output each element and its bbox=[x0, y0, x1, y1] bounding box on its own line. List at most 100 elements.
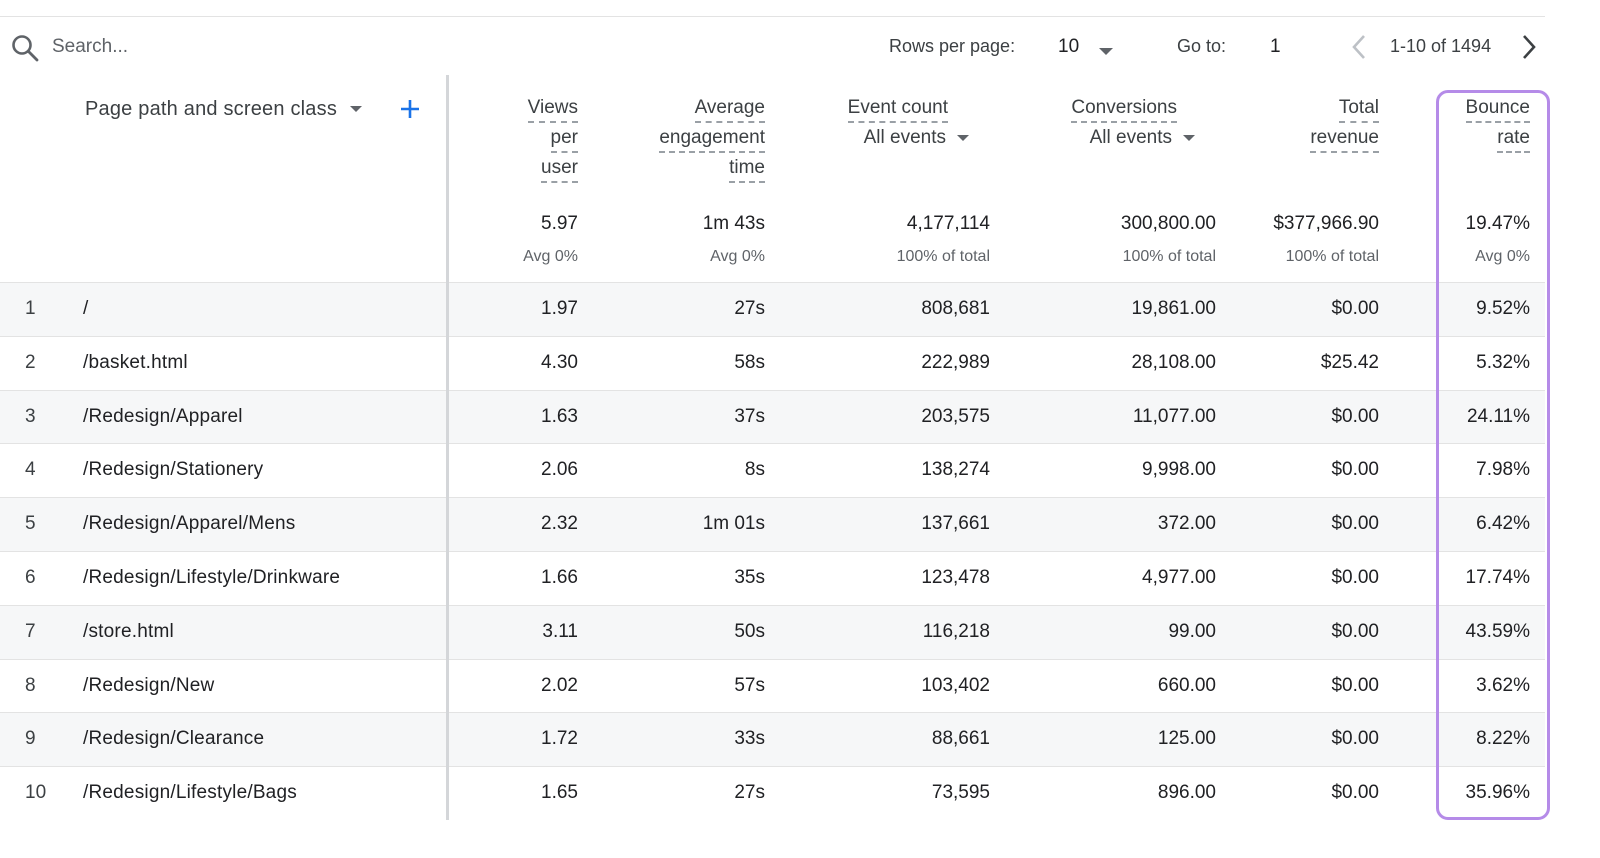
views-cell: 2.02 bbox=[541, 674, 578, 696]
col-header-text: Conversions bbox=[1071, 95, 1177, 123]
bounce-cell: 9.52% bbox=[1476, 298, 1530, 319]
col-header-event-count[interactable]: Event count All events bbox=[847, 93, 970, 153]
table-row[interactable]: 7/store.html 3.11 50s 116,218 99.00 $0.00 43.5… bbox=[0, 604, 1545, 659]
page-path-cell[interactable]: /Redesign/Lifestyle/Bags bbox=[83, 782, 297, 804]
views-cell: 1.72 bbox=[541, 728, 578, 750]
col-header-text: Total bbox=[1338, 95, 1379, 123]
bounce-cell: 43.59% bbox=[1465, 620, 1530, 642]
table-row[interactable]: 4/Redesign/Stationery 2.06 8s 138,274 9,998.… bbox=[0, 443, 1545, 497]
page-path-cell[interactable]: /Redesign/New bbox=[83, 674, 215, 696]
row-index: 6 bbox=[25, 566, 36, 588]
engagement-cell: 58s bbox=[734, 351, 765, 373]
event-filter-dropdown[interactable]: All events bbox=[864, 123, 970, 153]
row-index: 7 bbox=[25, 620, 36, 642]
col-header-avg-engagement[interactable]: Average engagement time bbox=[659, 93, 765, 183]
page-path-cell[interactable]: /Redesign/Stationery bbox=[83, 459, 264, 481]
col-header-text: Average bbox=[694, 95, 765, 123]
events-cell: 116,218 bbox=[922, 620, 990, 642]
conversions-cell: 99.00 bbox=[1168, 620, 1216, 642]
total-event-count: 4,177,114 bbox=[906, 213, 990, 234]
engagement-cell: 27s bbox=[734, 782, 765, 804]
col-header-conversions[interactable]: Conversions All events bbox=[1071, 93, 1196, 153]
dropdown-label: All events bbox=[863, 127, 946, 148]
col-header-text: Bounce bbox=[1465, 95, 1530, 123]
bounce-cell: 6.42% bbox=[1476, 513, 1530, 535]
caret-down-icon bbox=[1098, 44, 1114, 62]
rows-per-page-select[interactable]: 10 bbox=[1050, 31, 1120, 63]
page-path-cell[interactable]: /store.html bbox=[83, 620, 174, 642]
conversions-cell: 4,977.00 bbox=[1142, 566, 1216, 588]
table-body: 1 / 1.97 27s 808,681 19,861.00 $0.00 9.52% 2/bas… bbox=[0, 282, 1545, 820]
table-row[interactable]: 9/Redesign/Clearance 1.72 33s 88,661 125.00 $… bbox=[0, 712, 1545, 767]
table-row[interactable]: 6/Redesign/Lifestyle/Drinkware 1.66 35s 123… bbox=[0, 550, 1545, 605]
table-row[interactable]: 10/Redesign/Lifestyle/Bags 1.65 27s 73,595 8… bbox=[0, 766, 1545, 820]
views-cell: 4.30 bbox=[541, 351, 578, 373]
events-cell: 203,575 bbox=[921, 405, 990, 427]
engagement-cell: 35s bbox=[734, 566, 765, 588]
total-sub-bounce-rate: Avg 0% bbox=[1475, 248, 1530, 265]
events-cell: 73,595 bbox=[931, 782, 990, 804]
total-avg-engagement: 1m 43s bbox=[702, 213, 765, 234]
events-cell: 808,681 bbox=[921, 298, 990, 319]
chevron-left-icon[interactable] bbox=[1345, 31, 1375, 63]
total-views-per-user: 5.97 bbox=[541, 213, 578, 234]
page-path-cell[interactable]: /Redesign/Apparel bbox=[83, 405, 243, 427]
revenue-cell: $0.00 bbox=[1331, 459, 1379, 481]
row-index: 10 bbox=[25, 782, 47, 804]
search-icon[interactable] bbox=[10, 33, 40, 63]
conversions-cell: 660.00 bbox=[1157, 674, 1216, 696]
bounce-cell: 5.32% bbox=[1476, 351, 1530, 373]
table-row[interactable]: 3/Redesign/Apparel 1.63 37s 203,575 11,077.0… bbox=[0, 389, 1545, 444]
table-row[interactable]: 8/Redesign/New 2.02 57s 103,402 660.00 $0.00 3… bbox=[0, 658, 1545, 713]
rows-per-page-label: Rows per page: bbox=[889, 36, 1016, 56]
total-sub-revenue: 100% of total bbox=[1285, 248, 1379, 265]
caret-down-icon bbox=[349, 101, 363, 119]
page-path-cell[interactable]: /Redesign/Clearance bbox=[83, 728, 265, 750]
bounce-cell: 35.96% bbox=[1465, 782, 1530, 804]
table-toolbar: Rows per page: 10 Go to: 1-10 of 1494 bbox=[0, 17, 1545, 75]
col-header-text: revenue bbox=[1310, 125, 1379, 153]
page-path-cell[interactable]: / bbox=[83, 298, 89, 319]
total-sub-avg-engagement: Avg 0% bbox=[710, 248, 765, 265]
views-cell: 2.06 bbox=[541, 459, 578, 481]
dimension-selector[interactable]: Page path and screen class bbox=[85, 98, 363, 121]
engagement-cell: 50s bbox=[734, 620, 765, 642]
bounce-cell: 8.22% bbox=[1476, 728, 1530, 750]
bounce-cell: 17.74% bbox=[1465, 566, 1530, 588]
bounce-cell: 3.62% bbox=[1476, 674, 1530, 696]
page-path-cell[interactable]: /Redesign/Lifestyle/Drinkware bbox=[83, 566, 341, 588]
caret-down-icon bbox=[956, 123, 970, 153]
pagination-range: 1-10 of 1494 bbox=[1390, 36, 1492, 56]
total-conversions: 300,800.00 bbox=[1120, 213, 1216, 234]
conversions-cell: 896.00 bbox=[1157, 782, 1216, 804]
col-header-text: user bbox=[541, 155, 578, 183]
revenue-cell: $0.00 bbox=[1331, 782, 1379, 804]
conversions-cell: 9,998.00 bbox=[1142, 459, 1216, 481]
views-cell: 1.97 bbox=[541, 298, 578, 319]
plus-icon[interactable] bbox=[396, 95, 424, 123]
events-cell: 222,989 bbox=[921, 351, 990, 373]
col-header-total-revenue[interactable]: Total revenue bbox=[1310, 93, 1379, 153]
top-divider bbox=[0, 16, 1545, 17]
goto-page-input[interactable] bbox=[1262, 33, 1310, 61]
engagement-cell: 8s bbox=[744, 459, 765, 481]
conversion-filter-dropdown[interactable]: All events bbox=[1090, 123, 1196, 153]
col-header-views-per-user[interactable]: Views per user bbox=[527, 93, 578, 183]
table-row[interactable]: 2/basket.html 4.30 58s 222,989 28,108.00 $25.… bbox=[0, 335, 1545, 390]
page-path-cell[interactable]: /basket.html bbox=[83, 351, 188, 373]
col-header-text: Event count bbox=[847, 95, 948, 123]
col-header-bounce-rate[interactable]: Bounce rate bbox=[1465, 93, 1530, 153]
search-input[interactable] bbox=[50, 29, 374, 65]
column-separator[interactable] bbox=[446, 75, 449, 820]
row-index: 8 bbox=[25, 674, 36, 696]
page-path-cell[interactable]: /Redesign/Apparel/Mens bbox=[83, 513, 296, 535]
chevron-right-icon[interactable] bbox=[1514, 31, 1544, 63]
revenue-cell: $25.42 bbox=[1320, 351, 1379, 373]
col-header-text: Views bbox=[527, 95, 578, 123]
table-row[interactable]: 1 / 1.97 27s 808,681 19,861.00 $0.00 9.52% bbox=[0, 282, 1545, 336]
col-header-text: per bbox=[550, 125, 578, 153]
engagement-cell: 27s bbox=[734, 298, 765, 319]
table-row[interactable]: 5/Redesign/Apparel/Mens 2.32 1m 01s 137,661… bbox=[0, 497, 1545, 551]
events-cell: 137,661 bbox=[921, 513, 990, 535]
conversions-cell: 11,077.00 bbox=[1132, 405, 1216, 427]
